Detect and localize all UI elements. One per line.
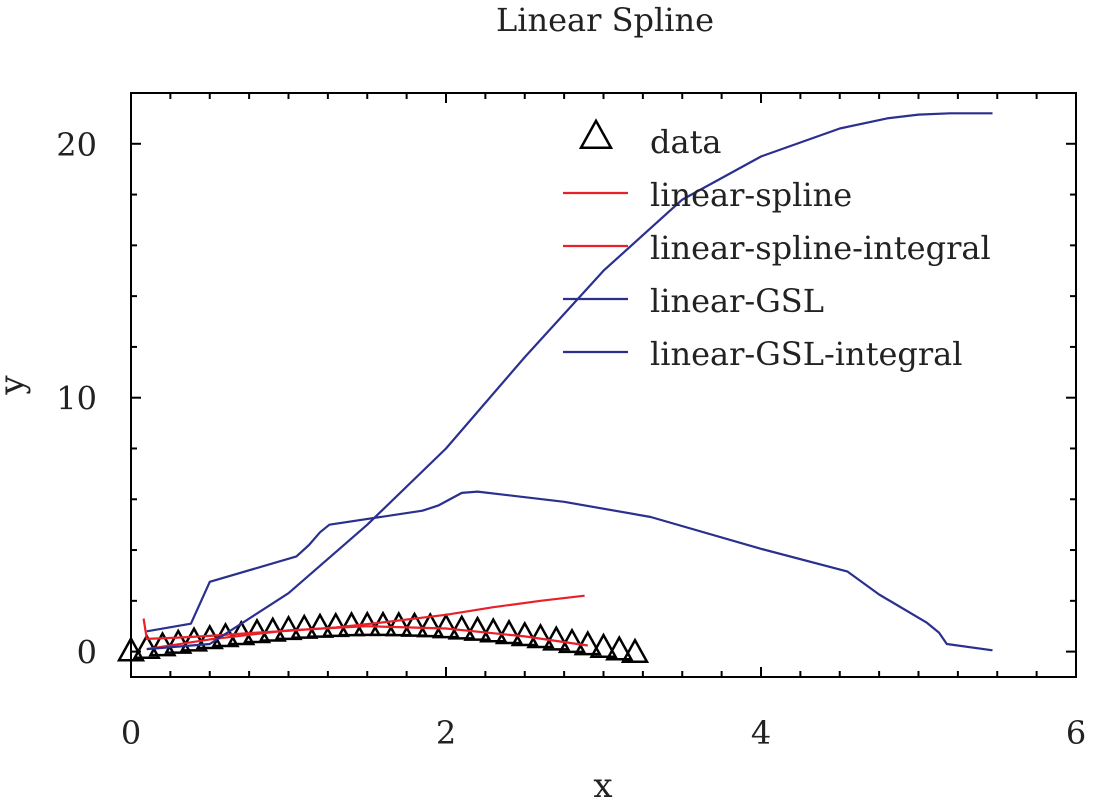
data-point [463, 615, 492, 641]
y-tick-label: 10 [56, 380, 97, 418]
legend-label: linear-GSL-integral [650, 335, 962, 373]
data-point [494, 618, 524, 645]
axis-ticks [130, 92, 1077, 677]
tick-labels: 0 2 4 6 0 10 20 [56, 126, 1086, 752]
plot-frame [130, 92, 1077, 678]
legend-label: linear-spline-integral [650, 229, 991, 267]
data-point [510, 620, 539, 647]
series-line-linear-GSL-integral [146, 112, 993, 651]
legend: data linear-spline linear-spline-integral l… [563, 118, 991, 373]
data-point [179, 626, 209, 652]
plot-series [116, 112, 993, 664]
data-point [557, 627, 587, 654]
x-tick-label: 6 [1066, 714, 1086, 752]
data-point [164, 628, 193, 654]
data-point [542, 625, 571, 651]
y-axis-label: y [0, 375, 32, 396]
legend-label: linear-GSL [650, 282, 824, 320]
data-point [526, 622, 555, 649]
data-point [321, 611, 350, 638]
data-point [305, 612, 335, 638]
data-point [431, 612, 461, 639]
y-tick-label: 20 [56, 126, 97, 164]
data-point [274, 614, 303, 641]
data-point [447, 614, 476, 640]
series-line-linear-GSL [146, 490, 993, 652]
data-point [573, 629, 602, 656]
series-line-linear-spline [146, 625, 588, 651]
data-point [620, 637, 650, 664]
data-point [400, 611, 429, 637]
data-point [416, 611, 445, 638]
data-point [479, 617, 508, 643]
data-point [384, 610, 413, 637]
x-tick-label: 0 [121, 714, 141, 752]
legend-label: linear-spline [650, 176, 852, 214]
legend-label: data [650, 123, 722, 161]
series-line-linear-spline-integral [142, 594, 585, 641]
x-tick-label: 4 [751, 714, 771, 752]
data-point [589, 632, 618, 658]
x-tick-label: 2 [436, 714, 456, 752]
data-point [258, 616, 287, 642]
data-point [148, 630, 177, 657]
data-point [290, 613, 319, 639]
y-tick-label: 0 [77, 634, 97, 672]
x-axis-label: x [593, 766, 612, 801]
data-point [132, 633, 161, 659]
chart-title: Linear Spline [496, 1, 714, 39]
data-point [605, 635, 634, 661]
legend-marker [578, 118, 614, 150]
